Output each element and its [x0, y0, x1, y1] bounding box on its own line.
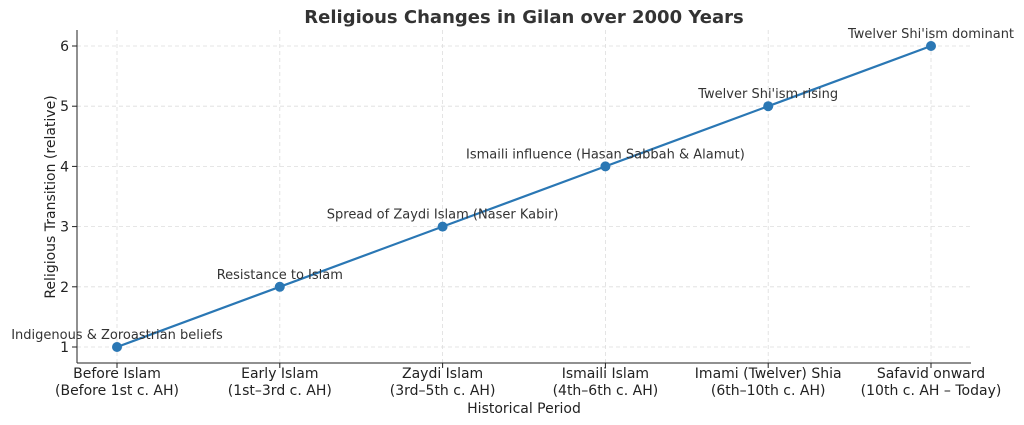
- point-annotation: Twelver Shi'ism rising: [697, 87, 838, 102]
- data-point: [437, 221, 448, 232]
- y-tick-label: 6: [60, 39, 69, 55]
- x-tick-label: (6th–10th c. AH): [711, 383, 826, 399]
- data-point: [112, 342, 122, 352]
- series: [112, 41, 936, 352]
- point-annotation: Ismaili influence (Hasan Sabbah & Alamut…: [466, 147, 745, 162]
- x-axis-label: Historical Period: [467, 401, 581, 417]
- y-tick-label: 5: [60, 99, 69, 115]
- point-annotation: Twelver Shi'ism dominant: [847, 27, 1014, 42]
- x-tick-label: (3rd–5th c. AH): [390, 383, 496, 399]
- x-tick-label: Zaydi Islam: [402, 366, 483, 382]
- chart-title: Religious Changes in Gilan over 2000 Yea…: [304, 7, 743, 28]
- y-tick-label: 1: [60, 340, 69, 356]
- data-point: [274, 281, 285, 292]
- annotations: Indigenous & Zoroastrian beliefs Resistan…: [11, 27, 1014, 343]
- data-point: [926, 41, 936, 51]
- x-tick-label: Imami (Twelver) Shia: [695, 366, 842, 382]
- x-tick-label: (1st–3rd c. AH): [228, 383, 332, 399]
- y-tick-label: 4: [60, 159, 69, 175]
- data-point: [600, 161, 611, 172]
- y-tick-label: 2: [60, 280, 69, 296]
- series-line: [116, 44, 932, 349]
- ticks: Before Islam(Before 1st c. AH) Early Isla…: [55, 39, 1001, 399]
- y-axis-label: Religious Transition (relative): [43, 95, 59, 298]
- data-point: [763, 101, 774, 112]
- x-tick-label: Before Islam: [73, 366, 161, 382]
- x-tick-label: (10th c. AH – Today): [861, 383, 1002, 399]
- point-annotation: Spread of Zaydi Islam (Naser Kabir): [327, 208, 559, 223]
- x-tick-label: Safavid onward: [877, 366, 985, 382]
- grid: [77, 30, 971, 363]
- point-annotation: Indigenous & Zoroastrian beliefs: [11, 328, 223, 343]
- axes: [76, 30, 971, 364]
- x-tick-label: (4th–6th c. AH): [553, 383, 659, 399]
- x-tick-label: Ismaili Islam: [562, 366, 649, 382]
- x-tick-label: Early Islam: [241, 366, 318, 382]
- y-tick-label: 3: [60, 220, 69, 236]
- point-annotation: Resistance to Islam: [217, 268, 343, 283]
- x-tick-label: (Before 1st c. AH): [55, 383, 179, 399]
